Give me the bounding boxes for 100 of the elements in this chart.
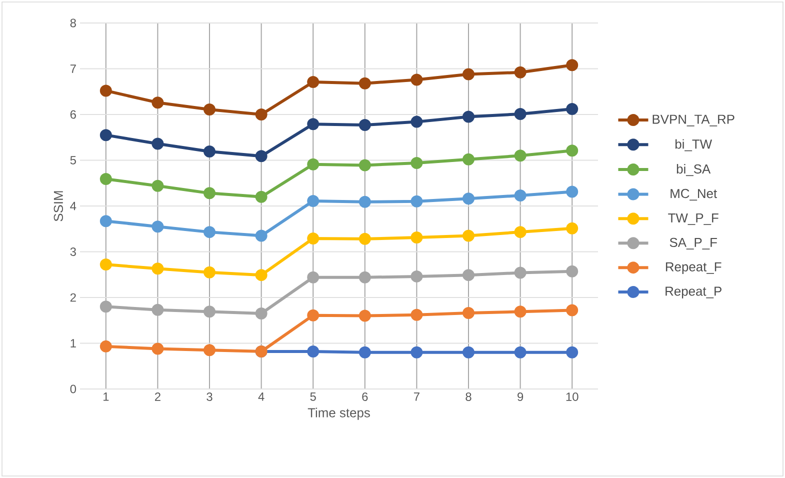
y-tick-label: 1 — [70, 339, 76, 348]
y-tick-label: 0 — [70, 384, 76, 394]
point — [152, 304, 164, 316]
point — [462, 153, 475, 166]
y-tick-label: 7 — [70, 64, 76, 73]
point — [307, 232, 320, 244]
x-tick-label: 3 — [206, 392, 212, 401]
legend-label: BVPN_TA_RP — [652, 114, 734, 126]
point — [462, 346, 475, 358]
point — [100, 129, 112, 142]
point — [204, 344, 216, 356]
y-tick-label: 4 — [70, 202, 76, 210]
point — [307, 158, 320, 170]
legend-label: bi_TW — [675, 139, 712, 152]
point — [204, 266, 216, 278]
point — [358, 119, 371, 132]
point — [566, 222, 578, 234]
point — [358, 77, 371, 90]
legend-label: SA_P_F — [670, 238, 717, 250]
point — [204, 226, 216, 238]
point — [566, 186, 578, 198]
point — [100, 300, 112, 313]
point — [514, 150, 526, 162]
point — [152, 342, 164, 355]
point — [152, 262, 164, 275]
point — [566, 59, 578, 72]
point — [100, 258, 112, 271]
legend-label: Repeat_P — [666, 286, 722, 298]
y-tick-label: 3 — [70, 248, 76, 256]
x-tick-label: 8 — [466, 392, 472, 401]
point — [358, 271, 371, 284]
point — [462, 307, 475, 320]
point — [410, 308, 423, 321]
point — [100, 340, 112, 352]
point — [514, 189, 526, 202]
point — [462, 269, 475, 282]
point — [204, 103, 216, 116]
point — [255, 108, 268, 120]
point — [514, 306, 526, 318]
x-tick-label: 2 — [154, 392, 160, 401]
point — [410, 195, 423, 208]
point — [566, 346, 578, 358]
point — [307, 309, 320, 322]
x-tick-label: 1 — [103, 392, 109, 401]
point — [100, 84, 112, 97]
point — [152, 220, 164, 233]
point — [410, 74, 423, 86]
point — [307, 345, 320, 358]
point — [358, 196, 371, 208]
point — [204, 187, 216, 200]
point — [410, 270, 423, 282]
point — [566, 304, 578, 316]
y-tick-label: 6 — [70, 110, 76, 119]
legend-label: TW_P_F — [668, 213, 718, 225]
point — [255, 307, 268, 320]
point — [514, 226, 526, 238]
point — [410, 156, 423, 169]
point — [566, 102, 578, 115]
point — [152, 138, 164, 150]
point — [100, 215, 112, 228]
y-axis-title: SSIM — [54, 191, 63, 222]
point — [514, 266, 526, 279]
y-tick-label: 8 — [70, 18, 76, 28]
point — [307, 194, 320, 207]
x-tick-label: 9 — [518, 392, 524, 401]
point — [410, 116, 423, 128]
point — [410, 232, 423, 244]
point — [204, 146, 216, 158]
point — [462, 110, 475, 123]
point — [255, 269, 268, 282]
point — [152, 96, 164, 109]
x-tick-label: 7 — [414, 392, 420, 401]
point — [514, 66, 526, 78]
point — [307, 118, 320, 130]
point — [152, 180, 164, 192]
point — [514, 108, 526, 120]
point — [307, 76, 320, 88]
x-tick-label: 4 — [258, 392, 264, 401]
point — [358, 310, 371, 322]
point — [462, 68, 475, 80]
point — [410, 346, 423, 358]
legend-label: MC_Net — [670, 188, 717, 201]
x-tick-label: 5 — [310, 392, 316, 401]
legend-label: Repeat_F — [666, 262, 722, 274]
x-axis-title: Time steps — [308, 408, 370, 420]
x-tick-label: 10 — [566, 392, 578, 401]
point — [462, 192, 475, 205]
point — [100, 172, 112, 185]
point — [255, 230, 268, 242]
point — [566, 265, 578, 278]
legend-label: bi_SA — [676, 164, 711, 176]
point — [514, 346, 526, 358]
point — [307, 271, 320, 284]
point — [566, 144, 578, 157]
point — [462, 230, 475, 242]
point — [358, 232, 371, 245]
y-tick-label: 5 — [70, 156, 76, 164]
y-tick-label: 2 — [70, 293, 76, 302]
point — [358, 159, 371, 172]
point — [358, 346, 371, 358]
